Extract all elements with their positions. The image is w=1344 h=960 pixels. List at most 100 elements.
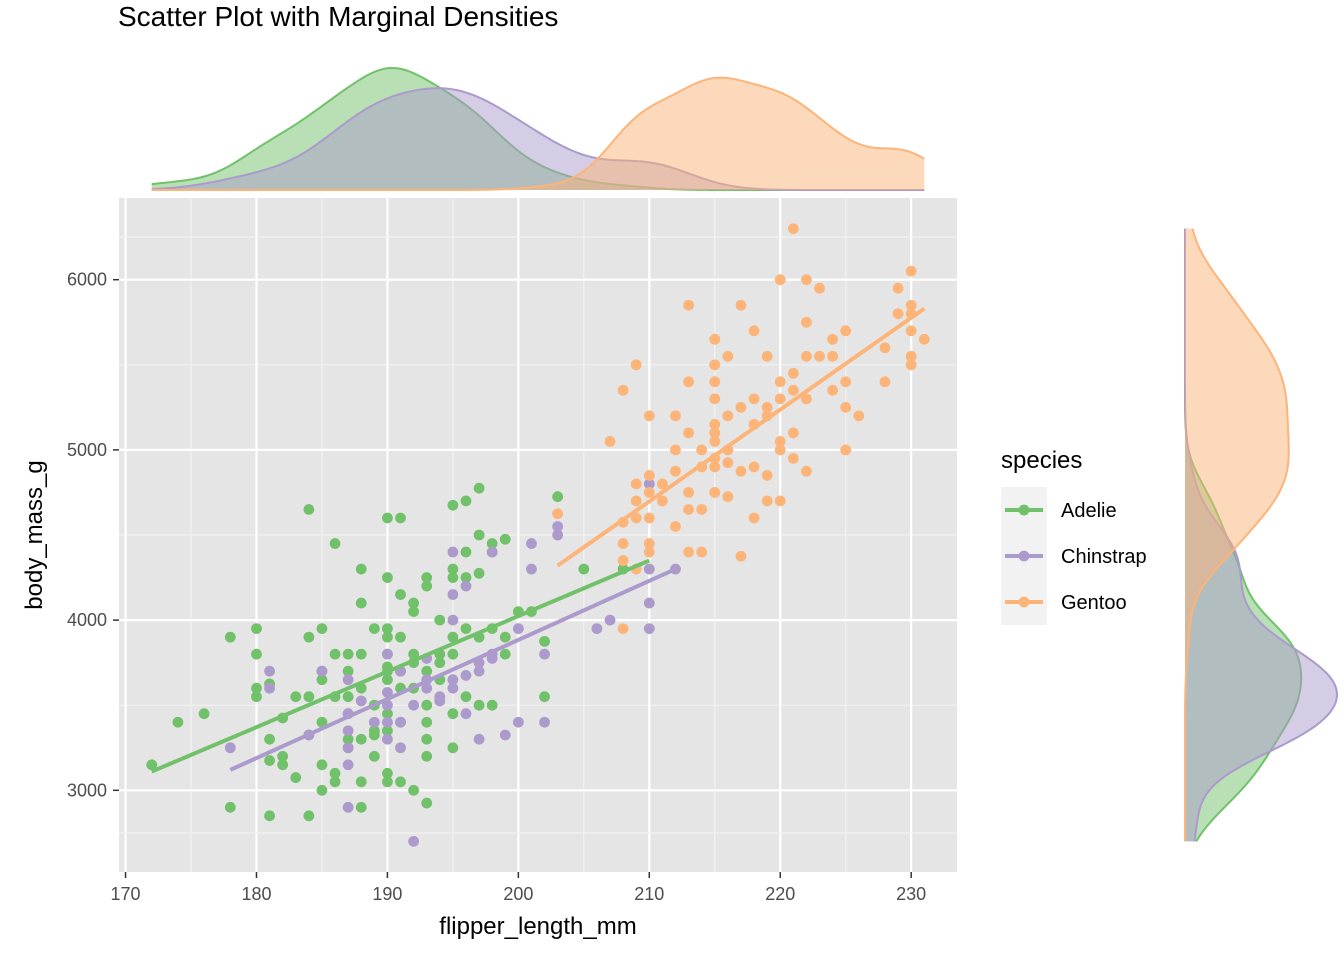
data-point [355,563,367,575]
data-point [382,733,393,745]
data-point [748,325,760,337]
legend-key-point [1018,596,1030,608]
data-point [761,350,773,362]
data-point [447,631,459,643]
data-point [683,487,694,498]
data-point [630,495,642,507]
data-point [827,350,839,362]
data-point [840,325,852,337]
data-point [539,648,550,660]
data-point [643,487,655,498]
data-point [735,550,747,562]
data-point [447,708,459,720]
data-point [722,457,734,469]
data-point [395,776,406,788]
trend-line [150,558,651,774]
data-point [499,631,511,643]
data-point [696,444,708,456]
data-point [368,716,380,728]
data-point [277,750,289,762]
data-point [329,648,341,660]
data-point [722,350,734,362]
data-point [421,750,433,762]
data-point [709,461,721,473]
data-point [905,325,917,337]
data-point [892,308,904,320]
data-point [382,699,393,711]
data-point [486,699,498,711]
data-point [643,597,655,609]
data-point [473,567,485,579]
data-point [748,512,760,524]
data-point [368,729,380,741]
data-point [853,410,865,422]
tick-labels: 170 180 190 200 210 220 230 3000 4000 5000 6000 [67,270,926,904]
data-point [787,367,799,379]
data-point [722,491,734,503]
data-point [643,538,655,549]
data-point [787,384,799,396]
x-tick-label: 180 [241,884,271,904]
legend-label: Gentoo [1061,592,1127,614]
data-point [761,495,773,507]
data-point [814,350,825,362]
data-point [709,435,721,447]
data-point [473,482,485,494]
data-point [552,491,564,503]
data-point [368,750,380,762]
data-point [382,648,393,660]
data-point [709,418,721,430]
data-point [905,350,917,362]
data-point [696,504,708,515]
data-point [264,733,275,745]
data-point [421,716,433,728]
data-point [670,465,681,477]
data-point [329,767,341,779]
data-point [264,665,275,677]
data-point [827,333,839,345]
data-point [316,665,328,677]
data-point [382,767,393,779]
data-point [709,393,721,405]
data-point [722,410,734,422]
data-point [905,299,917,311]
data-point [460,572,472,583]
y-tick-label: 6000 [67,270,107,290]
trend-lines [150,306,926,774]
data-point [604,614,616,626]
data-point [709,376,721,388]
y-tick-label: 5000 [67,440,107,460]
data-point [774,274,786,286]
data-point [892,282,904,294]
data-point [434,691,446,703]
data-point [342,725,354,737]
data-point [395,631,406,643]
data-point [355,695,367,707]
data-point [787,453,799,464]
data-point [774,376,786,388]
data-point [512,623,524,635]
data-point [264,682,275,694]
data-point [382,572,393,583]
data-point [382,631,393,643]
data-point [526,563,537,575]
x-tick-label: 190 [372,884,402,904]
data-point [539,691,550,703]
data-point [617,538,629,549]
data-point [290,691,302,703]
data-point [329,776,341,788]
data-point [382,674,393,686]
data-point [355,801,367,813]
legend-title: species [1001,447,1082,474]
legend-key-point [1018,504,1030,516]
data-point [342,742,354,754]
data-point [316,716,328,728]
data-point [224,801,236,813]
data-point [683,546,694,558]
data-point [382,725,393,737]
data-point [840,401,852,413]
data-point [473,699,485,711]
legend-label: Chinstrap [1061,546,1147,568]
data-point [473,665,485,677]
data-point [683,299,694,311]
